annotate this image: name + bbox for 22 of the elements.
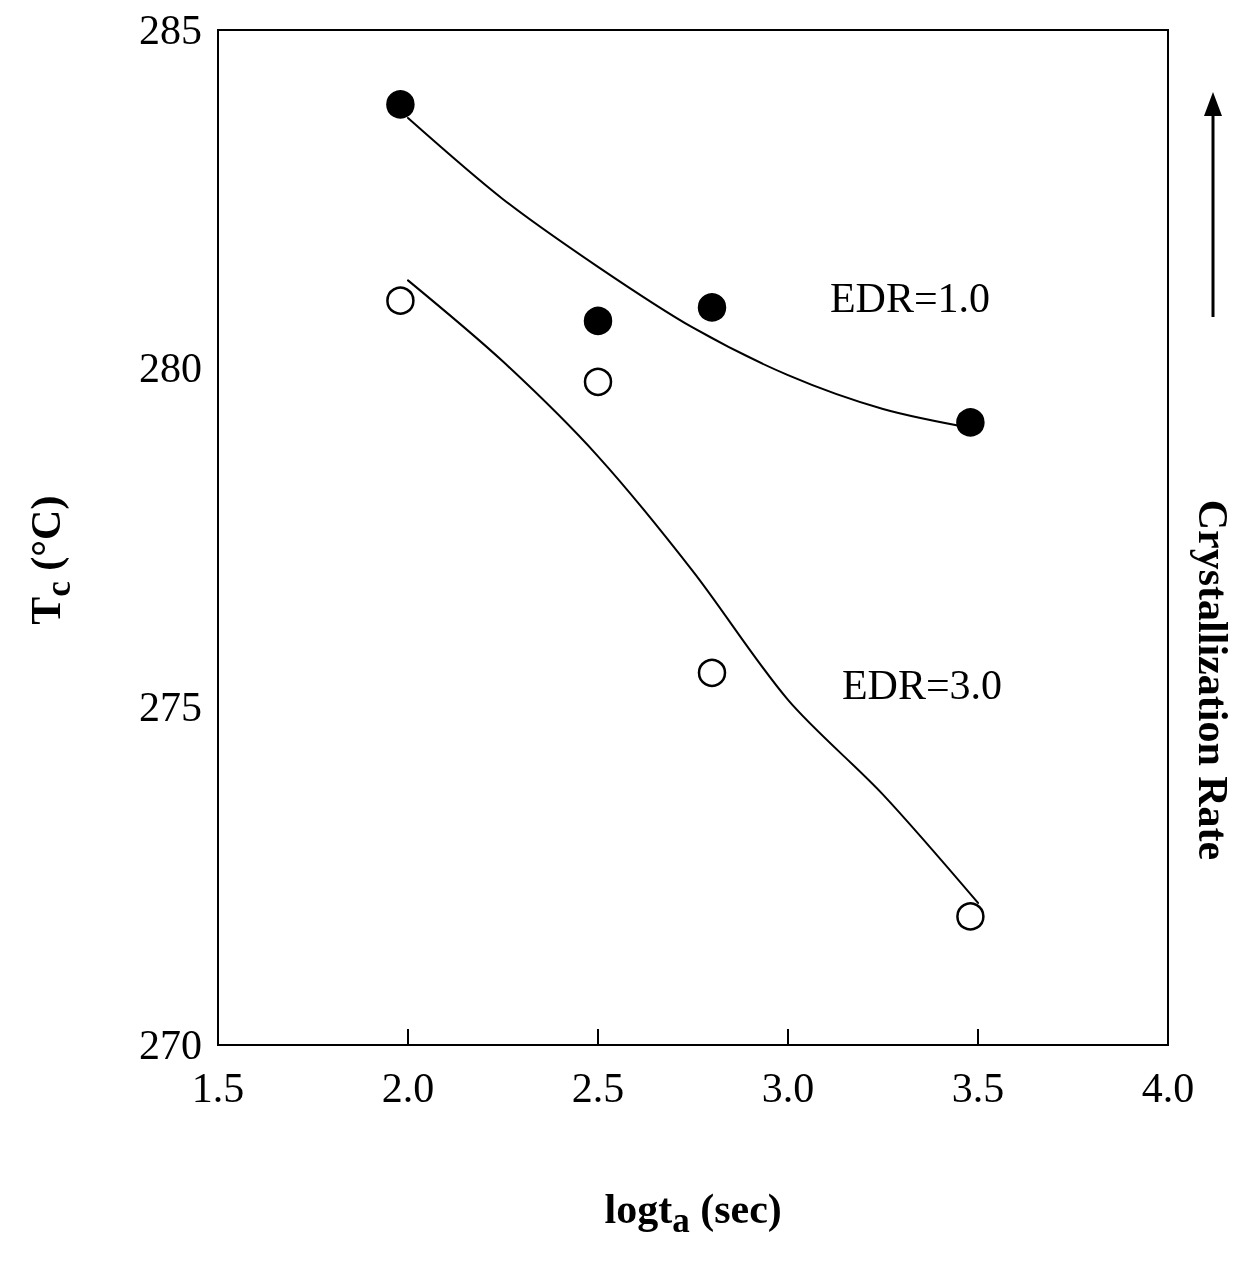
x-tick-label: 4.0 [1141,1065,1195,1111]
x-tick-label: 2.5 [571,1065,625,1111]
text: Crystallization Rate [1189,499,1238,861]
x-tick-label: 3.0 [761,1065,815,1111]
point [697,658,727,688]
annotation: EDR=3.0 [841,662,1003,708]
y-tick-label: 280 [139,345,202,392]
point [583,367,613,397]
point [956,902,985,931]
point [697,293,727,322]
x-tick-label: 2.0 [381,1065,435,1111]
point [583,306,613,336]
point [386,286,415,315]
x-tick-label: 3.5 [951,1065,1005,1111]
point [956,408,985,437]
annotation: EDR=1.0 [829,275,991,321]
y-tick-label: 285 [139,7,202,53]
y-tick-label: 270 [139,1022,202,1068]
y-tick-label: 275 [139,683,202,730]
x-tick-label: 1.5 [191,1065,245,1111]
point [386,90,415,119]
x-axis-title: logt$_{a}$ (sec) [604,1185,782,1242]
